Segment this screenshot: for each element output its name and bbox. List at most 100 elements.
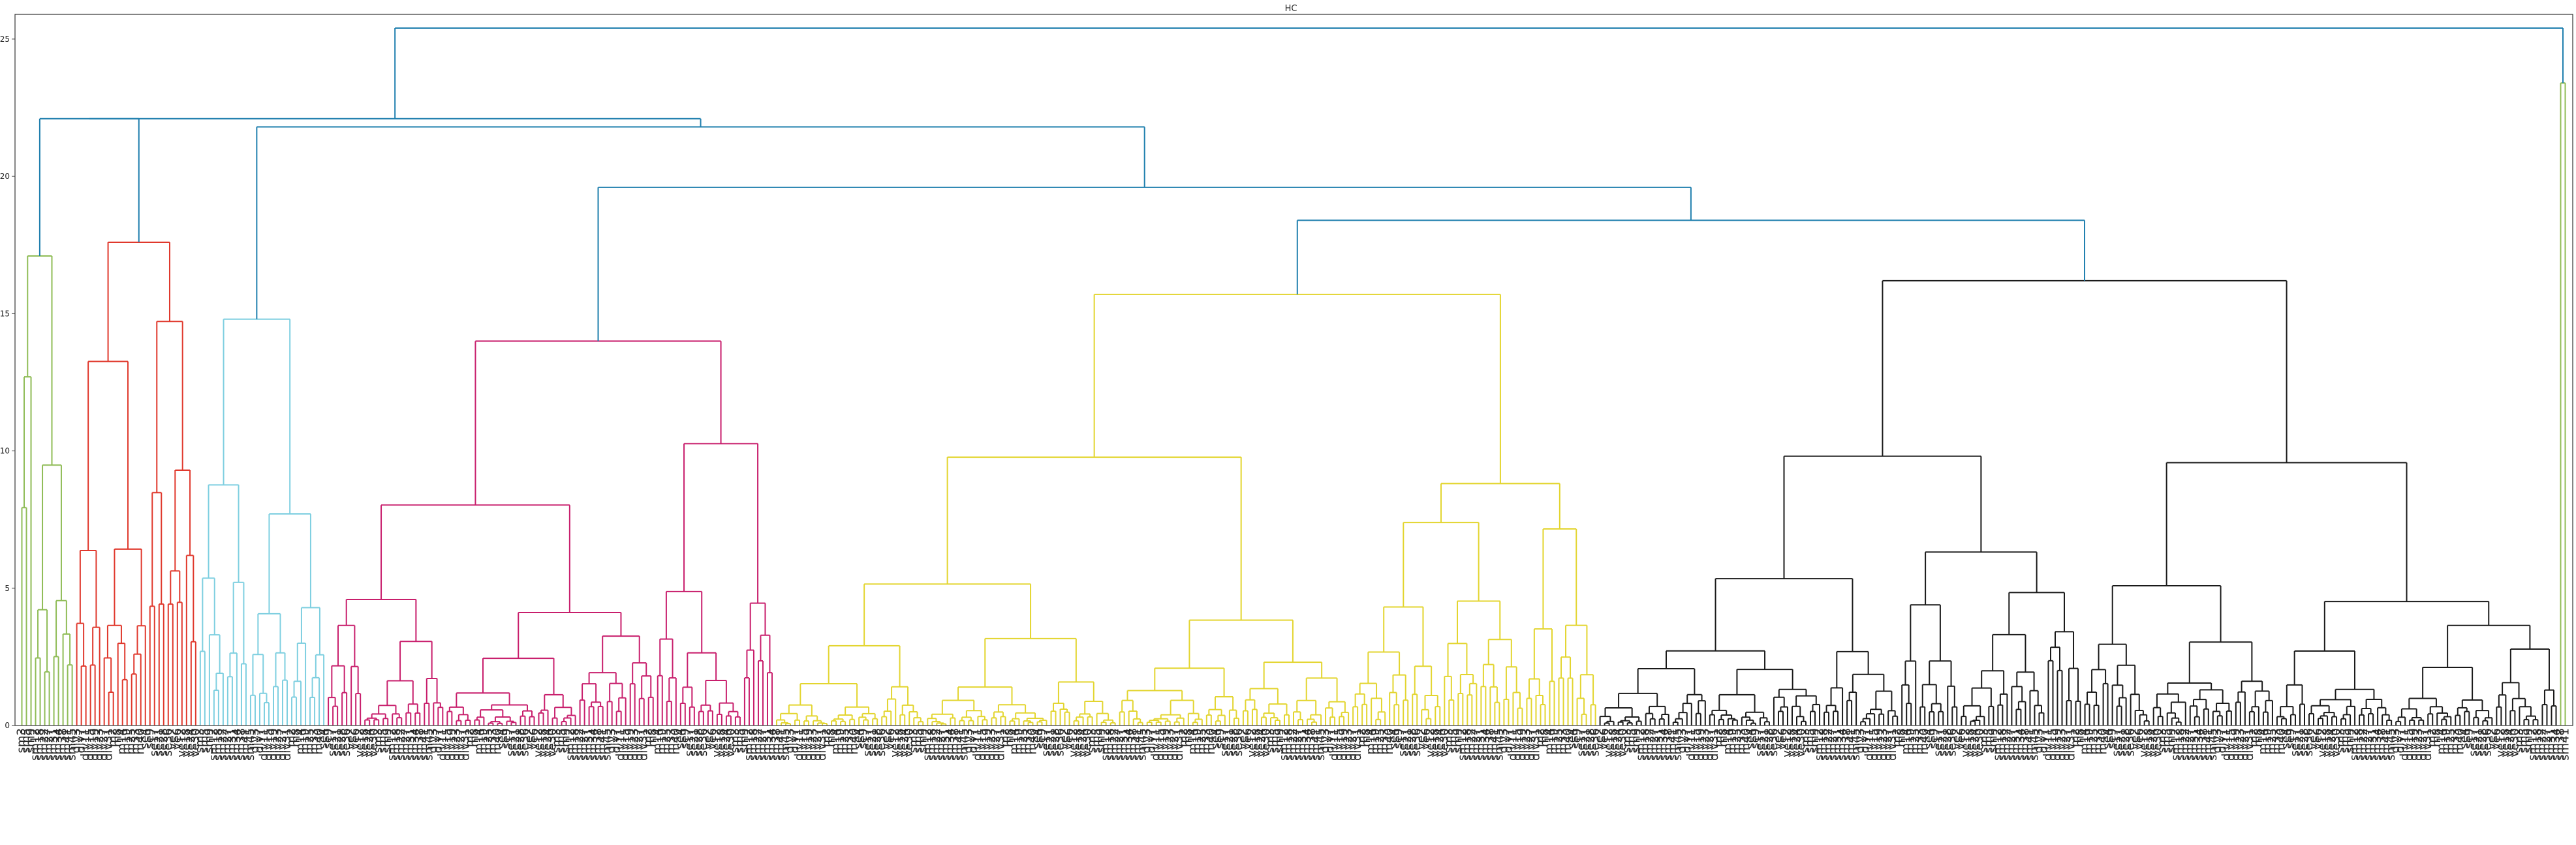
leaf-label: div19 bbox=[1158, 728, 1172, 761]
leaf-label: se17 bbox=[504, 728, 518, 756]
leaf-label: ve30 bbox=[1259, 728, 1273, 757]
leaf-label: se21 bbox=[2115, 728, 2128, 756]
leaf-label: sm18 bbox=[1104, 728, 1117, 761]
leaf-label: se9 bbox=[678, 728, 692, 749]
dendrogram-links bbox=[21, 27, 2566, 725]
leaf-label: m33 bbox=[843, 728, 856, 754]
leaf-label: div31 bbox=[1350, 728, 1364, 761]
leaf-label: ve18 bbox=[1785, 728, 1799, 757]
leaf-label: ve30 bbox=[189, 728, 202, 757]
leaf-label: m2 bbox=[1890, 728, 1904, 747]
leaf-label: se28 bbox=[692, 728, 706, 756]
leaf-label: m2 bbox=[1533, 728, 1547, 747]
leaf-label: div19 bbox=[266, 728, 280, 761]
leaf-label: ve6 bbox=[1241, 728, 1254, 750]
leaf-label: div19 bbox=[444, 728, 458, 761]
leaf-label: ve2 bbox=[1058, 728, 1072, 750]
leaf-label: sm9 bbox=[2521, 728, 2535, 753]
leaf-label: div11 bbox=[792, 728, 806, 761]
leaf-label: sm18 bbox=[747, 728, 760, 761]
leaf-label: ve30 bbox=[1794, 728, 1808, 757]
leaf-label: sm3 bbox=[15, 728, 29, 753]
leaf-label: div23 bbox=[1876, 728, 1890, 761]
leaf-label: se4 bbox=[317, 728, 330, 749]
leaf-label: sm27 bbox=[934, 728, 948, 761]
leaf-label: ve6 bbox=[1954, 728, 1968, 750]
leaf-label: m19 bbox=[2083, 728, 2096, 754]
leaf-label: se21 bbox=[687, 728, 701, 756]
leaf-label: sm45 bbox=[779, 728, 792, 761]
leaf-label: div27 bbox=[1346, 728, 1359, 761]
leaf-label: ve18 bbox=[1428, 728, 1442, 757]
leaf-label: sm3 bbox=[1264, 728, 1277, 753]
leaf-label: ve2 bbox=[1414, 728, 1428, 750]
leaf-label: div11 bbox=[970, 728, 984, 761]
leaf-label: m25 bbox=[1730, 728, 1744, 754]
leaf-label: m40 bbox=[1561, 728, 1575, 754]
leaf-label: se9 bbox=[2462, 728, 2475, 749]
leaf-label: div31 bbox=[2242, 728, 2256, 761]
leaf-label: sm31 bbox=[2188, 728, 2201, 761]
leaf-label: div15 bbox=[797, 728, 811, 761]
leaf-label: se9 bbox=[1748, 728, 1762, 749]
leaf-label: div19 bbox=[1872, 728, 1885, 761]
leaf-label: div19 bbox=[2050, 728, 2064, 761]
leaf-label: sm38 bbox=[1305, 728, 1318, 761]
leaf-label: se36 bbox=[161, 728, 175, 756]
leaf-label: sm5 bbox=[2338, 728, 2352, 753]
leaf-label: m8 bbox=[289, 728, 303, 747]
leaf-label: m40 bbox=[490, 728, 504, 754]
leaf-label: se4 bbox=[1209, 728, 1222, 749]
leaf-label: m19 bbox=[833, 728, 847, 754]
leaf-label: sm9 bbox=[1630, 728, 1643, 753]
leaf-label: ve24 bbox=[362, 728, 376, 757]
leaf-label: ve12 bbox=[532, 728, 546, 757]
leaf-label: se4 bbox=[1030, 728, 1044, 749]
leaf-label: sm45 bbox=[1136, 728, 1149, 761]
leaf-label: ve30 bbox=[1437, 728, 1451, 757]
leaf-label: m14 bbox=[2256, 728, 2270, 754]
leaf-label: m2 bbox=[998, 728, 1012, 747]
leaf-label: m40 bbox=[1382, 728, 1396, 754]
leaf-label: m2 bbox=[463, 728, 476, 747]
leaf-label: sm34 bbox=[2192, 728, 2206, 761]
leaf-label: m40 bbox=[1739, 728, 1753, 754]
plot-frame bbox=[14, 14, 2573, 726]
leaf-label: m2 bbox=[1712, 728, 1726, 747]
leaf-label: m33 bbox=[486, 728, 499, 754]
leaf-label: sm27 bbox=[1291, 728, 1305, 761]
leaf-label: div7 bbox=[1680, 728, 1694, 754]
leaf-label: sm9 bbox=[24, 728, 38, 753]
leaf-label: sm45 bbox=[2206, 728, 2220, 761]
leaf-label: m25 bbox=[838, 728, 852, 754]
leaf-label: m19 bbox=[1904, 728, 1917, 754]
leaf-label: sm5 bbox=[733, 728, 747, 753]
leaf-label: div23 bbox=[449, 728, 463, 761]
leaf-label: sm27 bbox=[1113, 728, 1126, 761]
leaf-label: sm38 bbox=[2018, 728, 2032, 761]
leaf-label: m19 bbox=[1012, 728, 1025, 754]
leaf-label: div3 bbox=[605, 728, 619, 754]
leaf-label: sm22 bbox=[2000, 728, 2013, 761]
y-axis: 0 5 10 15 20 25 bbox=[0, 35, 15, 730]
leaf-label: m2 bbox=[820, 728, 833, 747]
leaf-label: sm45 bbox=[2027, 728, 2041, 761]
leaf-label: se36 bbox=[1767, 728, 1780, 756]
leaf-label: div15 bbox=[2045, 728, 2059, 761]
leaf-label: sm38 bbox=[412, 728, 426, 761]
leaf-label: m19 bbox=[1190, 728, 1204, 754]
leaf-label: sm12 bbox=[385, 728, 399, 761]
leaf-label: m19 bbox=[2261, 728, 2274, 754]
leaf-label: ve12 bbox=[2137, 728, 2151, 757]
leaf-label: sm45 bbox=[1492, 728, 1506, 761]
leaf-label: ve30 bbox=[1972, 728, 1986, 757]
leaf-label: se36 bbox=[1053, 728, 1067, 756]
leaf-label: m14 bbox=[651, 728, 664, 754]
leaf-label: ve12 bbox=[1959, 728, 1972, 757]
leaf-label: sm18 bbox=[1817, 728, 1831, 761]
leaf-label: sm31 bbox=[2009, 728, 2023, 761]
leaf-label: se4 bbox=[852, 728, 865, 749]
leaf-label: se17 bbox=[1575, 728, 1589, 756]
leaf-label: div7 bbox=[1145, 728, 1158, 754]
leaf-label: sm45 bbox=[2384, 728, 2398, 761]
